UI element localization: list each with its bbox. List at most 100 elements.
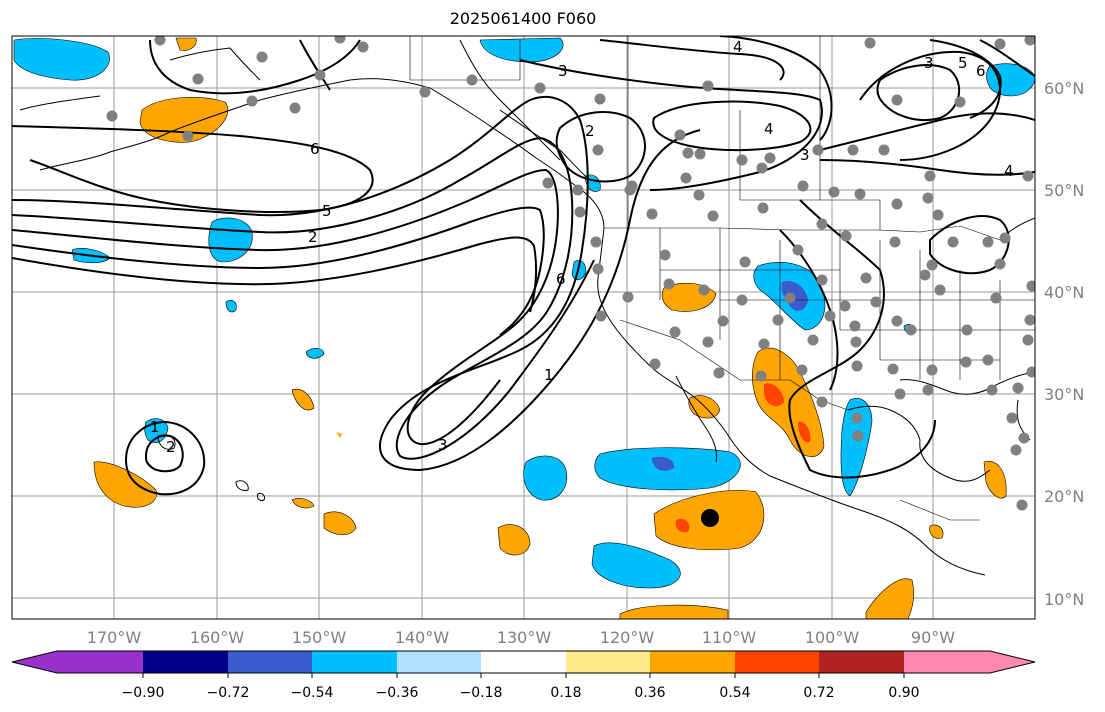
station-marker <box>961 324 973 336</box>
station-marker <box>839 300 851 312</box>
station-marker <box>669 326 681 338</box>
colorbar-tick-label: 0.90 <box>888 685 919 701</box>
colorbar-tick-label: 0.36 <box>634 685 665 701</box>
positive-anomaly-patch <box>291 498 315 509</box>
station-marker <box>574 206 586 218</box>
station-markers <box>106 36 1035 511</box>
contour-label: 1 <box>150 418 160 436</box>
positive-anomaly-patch <box>865 578 914 619</box>
station-marker <box>887 363 899 375</box>
lon-label: 100°W <box>805 628 860 647</box>
lat-label: 10°N <box>1044 590 1084 609</box>
station-marker <box>851 412 863 424</box>
lon-label: 160°W <box>190 628 245 647</box>
station-marker <box>816 218 828 230</box>
station-marker <box>1022 170 1034 182</box>
station-marker <box>847 144 859 156</box>
station-marker <box>246 95 258 107</box>
station-marker <box>784 292 796 304</box>
negative-anomaly-patch <box>523 455 568 501</box>
positive-anomaly-patch <box>336 432 342 438</box>
colorbar-bin <box>566 651 650 673</box>
station-marker <box>534 82 546 94</box>
contour-label: 6 <box>556 270 566 288</box>
station-marker <box>792 244 804 256</box>
colorbar-bin <box>819 651 904 673</box>
station-marker <box>334 36 346 44</box>
station-marker <box>659 249 671 261</box>
station-marker <box>1024 314 1035 326</box>
positive-anomaly-patch <box>175 37 197 51</box>
station-marker <box>289 102 301 114</box>
station-marker <box>357 41 369 53</box>
contour-label: 5 <box>958 54 968 72</box>
station-marker <box>626 180 638 192</box>
station-marker <box>1026 366 1035 378</box>
contour-label: 6 <box>976 62 986 80</box>
station-marker <box>592 144 604 156</box>
map-title: 2025061400 F060 <box>449 9 597 28</box>
lon-label: 140°W <box>395 628 450 647</box>
station-marker <box>663 278 675 290</box>
lon-label: 90°W <box>911 628 955 647</box>
station-marker <box>682 147 694 159</box>
colorbar-outline <box>11 650 1036 674</box>
station-marker <box>849 320 861 332</box>
station-marker <box>192 73 204 85</box>
longitude-labels: 170°W 160°W 150°W 140°W 130°W 120°W 110°… <box>87 628 955 647</box>
shaded-field <box>13 37 1035 619</box>
station-marker <box>852 430 864 442</box>
station-marker <box>891 94 903 106</box>
contour-label: 2 <box>166 438 176 456</box>
contour-label: 5 <box>322 202 332 220</box>
station-marker <box>739 256 751 268</box>
station-marker <box>922 192 934 204</box>
lon-label: 170°W <box>87 628 142 647</box>
station-marker <box>850 336 862 348</box>
station-marker <box>934 284 946 296</box>
station-marker <box>994 38 1006 50</box>
station-marker <box>707 210 719 222</box>
contour-label: 1 <box>544 366 554 384</box>
station-marker <box>764 152 776 164</box>
station-marker <box>797 180 809 192</box>
station-marker <box>851 360 863 372</box>
positive-anomaly-patch <box>764 383 784 407</box>
positive-anomaly-patch <box>798 421 811 443</box>
colorbar-bin <box>12 651 143 673</box>
contour-label: 4 <box>1004 162 1014 180</box>
contour-labels: 4 3 3 5 6 2 4 3 4 6 5 2 6 1 3 1 2 <box>150 38 1014 456</box>
station-marker <box>870 296 882 308</box>
lat-label: 60°N <box>1044 79 1084 98</box>
station-marker <box>772 314 784 326</box>
station-marker <box>1024 36 1035 46</box>
station-marker <box>154 36 166 46</box>
lon-label: 110°W <box>702 628 757 647</box>
station-marker <box>816 274 828 286</box>
station-marker <box>595 310 607 322</box>
station-marker <box>1006 412 1018 424</box>
station-marker <box>922 384 934 396</box>
station-marker <box>758 338 770 350</box>
colorbar-tick-label: 0.72 <box>803 685 834 701</box>
negative-anomaly-patch <box>13 38 110 81</box>
colorbar-tick-label: 0.54 <box>719 685 750 701</box>
station-marker <box>622 291 634 303</box>
station-marker <box>717 315 729 327</box>
station-marker <box>1026 280 1035 292</box>
colorbar-bin <box>650 651 735 673</box>
negative-anomaly-patch <box>225 300 237 313</box>
contour-label: 3 <box>924 54 934 72</box>
station-marker <box>698 284 710 296</box>
positive-anomaly-patch <box>619 604 729 619</box>
station-marker <box>891 198 903 210</box>
colorbar-bin <box>397 651 481 673</box>
positive-anomaly-patch <box>497 524 531 556</box>
contour-label: 4 <box>764 120 774 138</box>
lat-label: 50°N <box>1044 181 1084 200</box>
station-marker <box>1010 444 1022 456</box>
station-marker <box>314 69 326 81</box>
positive-anomaly-patch <box>323 511 357 536</box>
station-marker <box>736 294 748 306</box>
